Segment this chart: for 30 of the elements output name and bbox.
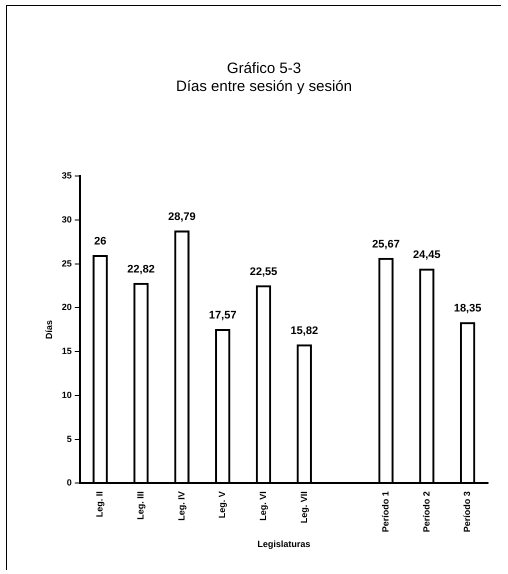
data-label: 18,35 [454, 302, 482, 315]
y-tick-label: 35 [62, 170, 72, 180]
x-tick-label: Período 3 [462, 491, 472, 532]
x-tick-label: Leg. V [217, 491, 228, 518]
data-label: 26 [94, 236, 106, 248]
y-tick-label: 30 [62, 214, 72, 224]
text: Días entre sesión y sesión [176, 78, 352, 96]
x-tick-label: Período 2 [421, 491, 432, 532]
data-label: 15,82 [290, 324, 318, 337]
y-tick-label: 15 [62, 346, 72, 356]
data-label: 24,45 [413, 249, 441, 262]
y-tick-label: 25 [62, 258, 72, 268]
data-label: 17,57 [208, 310, 236, 322]
x-tick-label: Leg. II [94, 491, 105, 518]
y-tick-label: 0 [66, 478, 72, 488]
x-tick-label: Leg. VI [258, 491, 268, 521]
text: Gráfico 5-3 [226, 60, 302, 78]
y-tick-label: 20 [62, 302, 72, 312]
data-label: 22,82 [127, 263, 155, 276]
x-tick-label: Período 1 [380, 491, 390, 532]
x-tick-label: Leg. VII [298, 491, 309, 524]
x-tick-label: Leg. IV [176, 491, 186, 521]
x-tick-label: Leg. III [136, 491, 146, 520]
data-label: 22,55 [250, 266, 278, 278]
y-tick-label: 10 [62, 390, 72, 400]
data-label: 28,79 [168, 211, 196, 224]
data-label: 25,67 [372, 238, 400, 250]
y-axis-title: Días [44, 320, 54, 340]
y-tick-label: 5 [66, 434, 72, 444]
x-axis-title: Legislaturas [257, 539, 310, 550]
